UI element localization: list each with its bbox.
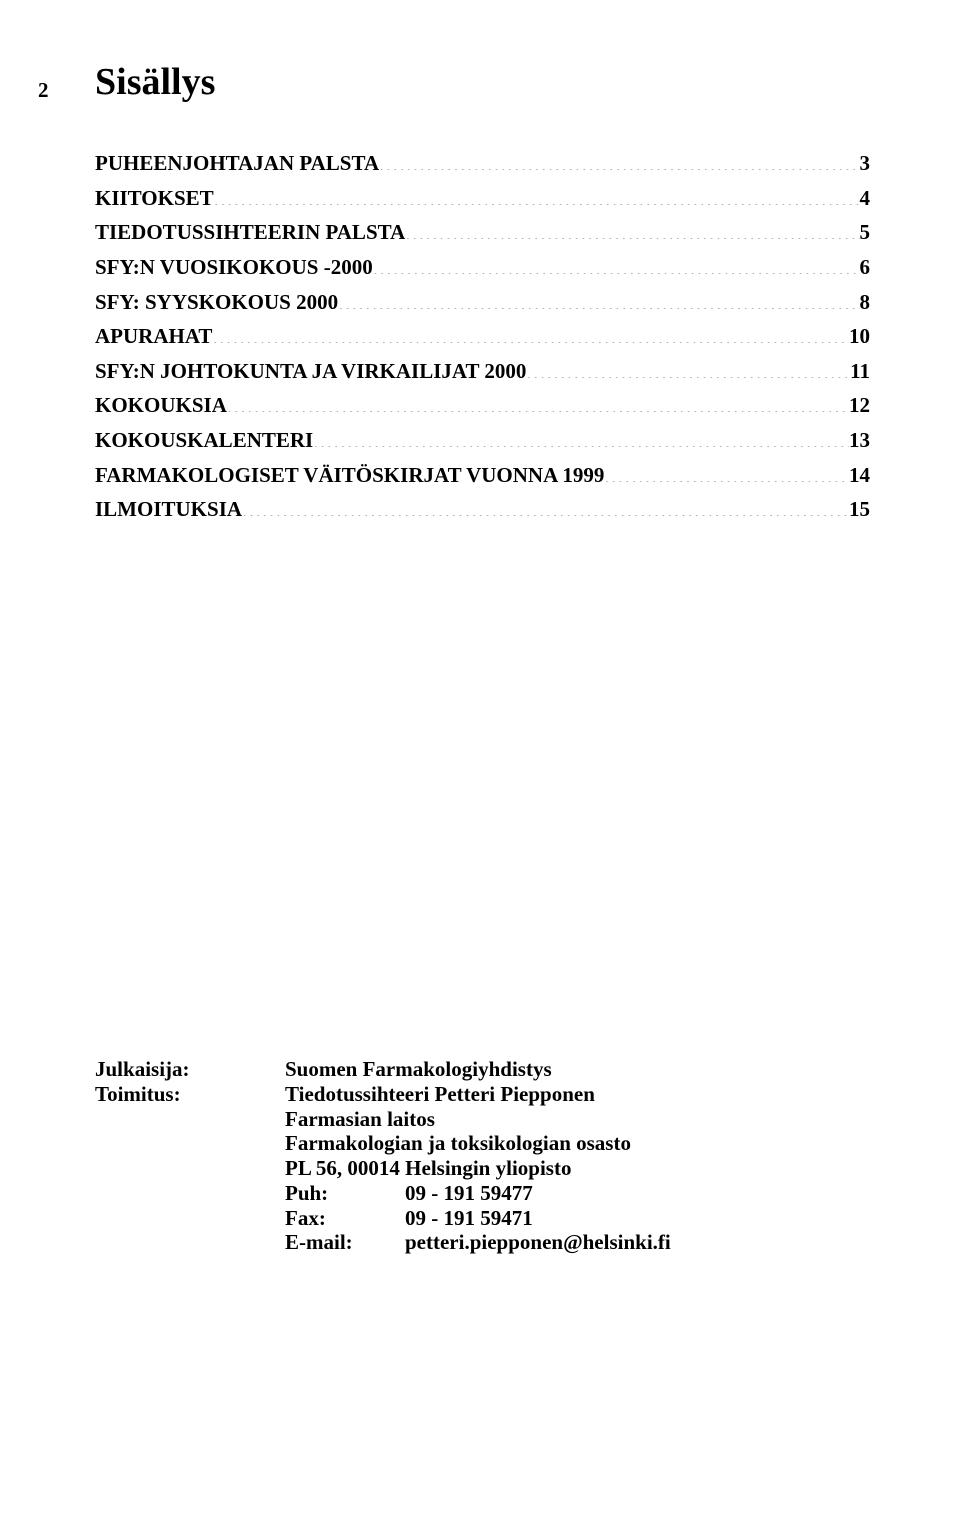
toc-leader-dots bbox=[227, 391, 849, 412]
page-number: 2 bbox=[38, 78, 49, 103]
toc-page-number: 8 bbox=[860, 285, 871, 320]
phone-key: Puh: bbox=[285, 1181, 405, 1206]
toc-leader-dots bbox=[212, 322, 849, 343]
toc-row: KIITOKSET 4 bbox=[95, 181, 870, 216]
toc-page-number: 4 bbox=[860, 181, 871, 216]
publisher-value: Suomen Farmakologiyhdistys bbox=[285, 1057, 870, 1082]
toc-page-number: 14 bbox=[849, 458, 870, 493]
phone-row: Puh: 09 - 191 59477 bbox=[285, 1181, 870, 1206]
toc-leader-dots bbox=[405, 218, 859, 239]
toc-page-number: 13 bbox=[849, 423, 870, 458]
email-row: E-mail: petteri.piepponen@helsinki.fi bbox=[285, 1230, 870, 1255]
toc-label: SFY:N VUOSIKOKOUS -2000 bbox=[95, 250, 373, 285]
toc-leader-dots bbox=[242, 495, 849, 516]
department-line-2: Farmakologian ja toksikologian osasto bbox=[285, 1131, 870, 1156]
toc-page-number: 12 bbox=[849, 388, 870, 423]
toc-label: FARMAKOLOGISET VÄITÖSKIRJAT VUONNA 1999 bbox=[95, 458, 604, 493]
toc-label: SFY: SYYSKOKOUS 2000 bbox=[95, 285, 338, 320]
toc-leader-dots bbox=[313, 426, 849, 447]
document-page: 2 Sisällys PUHEENJOHTAJAN PALSTA 3 KIITO… bbox=[0, 60, 960, 1513]
address-line: PL 56, 00014 Helsingin yliopisto bbox=[285, 1156, 870, 1181]
toc-leader-dots bbox=[214, 184, 860, 205]
toc-leader-dots bbox=[526, 357, 850, 378]
toc-label: KOKOUSKALENTERI bbox=[95, 423, 313, 458]
table-of-contents: PUHEENJOHTAJAN PALSTA 3 KIITOKSET 4 TIED… bbox=[95, 146, 870, 527]
toc-label: SFY:N JOHTOKUNTA JA VIRKAILIJAT 2000 bbox=[95, 354, 526, 389]
toc-row: SFY: SYYSKOKOUS 2000 8 bbox=[95, 285, 870, 320]
email-value: petteri.piepponen@helsinki.fi bbox=[405, 1230, 671, 1255]
toc-page-number: 10 bbox=[849, 319, 870, 354]
editor-key: Toimitus: bbox=[95, 1082, 285, 1107]
toc-row: FARMAKOLOGISET VÄITÖSKIRJAT VUONNA 1999 … bbox=[95, 458, 870, 493]
toc-label: TIEDOTUSSIHTEERIN PALSTA bbox=[95, 215, 405, 250]
toc-row: ILMOITUKSIA 15 bbox=[95, 492, 870, 527]
toc-leader-dots bbox=[604, 461, 849, 482]
toc-label: KIITOKSET bbox=[95, 181, 214, 216]
toc-leader-dots bbox=[338, 288, 859, 309]
publisher-key: Julkaisija: bbox=[95, 1057, 285, 1082]
toc-page-number: 6 bbox=[860, 250, 871, 285]
toc-label: ILMOITUKSIA bbox=[95, 492, 242, 527]
toc-label: APURAHAT bbox=[95, 319, 212, 354]
toc-leader-dots bbox=[373, 253, 860, 274]
toc-row: APURAHAT 10 bbox=[95, 319, 870, 354]
toc-row: SFY:N VUOSIKOKOUS -2000 6 bbox=[95, 250, 870, 285]
toc-row: KOKOUSKALENTERI 13 bbox=[95, 423, 870, 458]
toc-row: KOKOUKSIA 12 bbox=[95, 388, 870, 423]
fax-key: Fax: bbox=[285, 1206, 405, 1231]
department-line-1: Farmasian laitos bbox=[285, 1107, 870, 1132]
toc-row: SFY:N JOHTOKUNTA JA VIRKAILIJAT 2000 11 bbox=[95, 354, 870, 389]
phone-value: 09 - 191 59477 bbox=[405, 1181, 533, 1206]
email-key: E-mail: bbox=[285, 1230, 405, 1255]
toc-row: TIEDOTUSSIHTEERIN PALSTA 5 bbox=[95, 215, 870, 250]
fax-row: Fax: 09 - 191 59471 bbox=[285, 1206, 870, 1231]
toc-label: KOKOUKSIA bbox=[95, 388, 227, 423]
toc-row: PUHEENJOHTAJAN PALSTA 3 bbox=[95, 146, 870, 181]
editor-row: Toimitus: Tiedotussihteeri Petteri Piepp… bbox=[95, 1082, 870, 1107]
toc-page-number: 3 bbox=[860, 146, 871, 181]
toc-title: Sisällys bbox=[95, 60, 870, 104]
publisher-row: Julkaisija: Suomen Farmakologiyhdistys bbox=[95, 1057, 870, 1082]
toc-page-number: 15 bbox=[849, 492, 870, 527]
editor-value: Tiedotussihteeri Petteri Piepponen bbox=[285, 1082, 870, 1107]
fax-value: 09 - 191 59471 bbox=[405, 1206, 533, 1231]
publisher-block: Julkaisija: Suomen Farmakologiyhdistys T… bbox=[95, 1057, 870, 1255]
toc-page-number: 11 bbox=[850, 354, 870, 389]
toc-label: PUHEENJOHTAJAN PALSTA bbox=[95, 146, 379, 181]
toc-page-number: 5 bbox=[860, 215, 871, 250]
toc-leader-dots bbox=[379, 149, 859, 170]
